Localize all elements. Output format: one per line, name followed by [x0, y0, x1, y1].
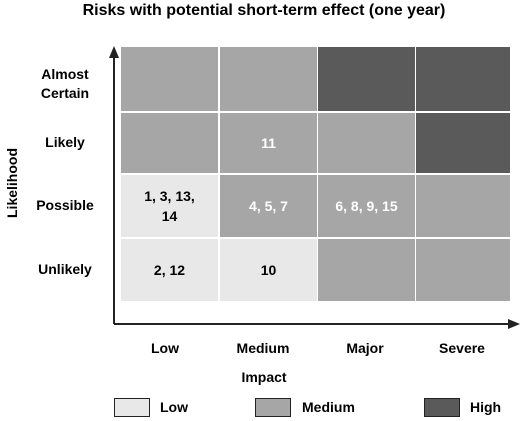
- matrix-cell-likely-low: [120, 112, 219, 174]
- legend-low-label: Low: [160, 399, 188, 415]
- x-axis-label: Impact: [241, 369, 287, 385]
- matrix-cell-almost-certain-major: [317, 46, 416, 112]
- matrix-cell-unlikely-low: 2, 12: [120, 238, 219, 302]
- matrix-cell-unlikely-medium: 10: [219, 238, 318, 302]
- column-label-medium: Medium: [236, 340, 290, 356]
- matrix-cell-likely-major: [317, 112, 416, 174]
- legend-low-swatch: [114, 398, 150, 417]
- column-label-severe: Severe: [439, 340, 485, 356]
- row-label-unlikely: Unlikely: [38, 260, 92, 277]
- legend-high-label: High: [470, 399, 502, 415]
- row-label-almost-certain: Almost Certain: [40, 66, 90, 101]
- matrix-cell-likely-medium: 11: [219, 112, 318, 174]
- matrix-cell-possible-low: 1, 3, 13, 14: [120, 174, 219, 238]
- x-axis-arrow-icon: [508, 319, 520, 329]
- matrix-cell-likely-severe: [415, 112, 511, 174]
- legend-medium-swatch: [255, 398, 291, 417]
- legend-medium-label: Medium: [302, 399, 355, 415]
- matrix-cell-possible-severe: [415, 174, 511, 238]
- legend-high-swatch: [424, 398, 460, 417]
- y-axis-arrow-icon: [109, 46, 119, 58]
- chart-title: Risks with potential short-term effect (…: [82, 2, 446, 19]
- row-label-possible: Possible: [36, 196, 94, 213]
- matrix-cell-unlikely-major: [317, 238, 416, 302]
- column-label-major: Major: [346, 340, 384, 356]
- row-label-likely: Likely: [45, 133, 85, 150]
- matrix-cell-almost-certain-low: [120, 46, 219, 112]
- matrix-cell-almost-certain-severe: [415, 46, 511, 112]
- column-label-low: Low: [151, 340, 179, 356]
- matrix-cell-possible-medium: 4, 5, 7: [219, 174, 318, 238]
- matrix-cell-possible-major: 6, 8, 9, 15: [317, 174, 416, 238]
- matrix-cell-almost-certain-medium: [219, 46, 318, 112]
- matrix-cell-unlikely-severe: [415, 238, 511, 302]
